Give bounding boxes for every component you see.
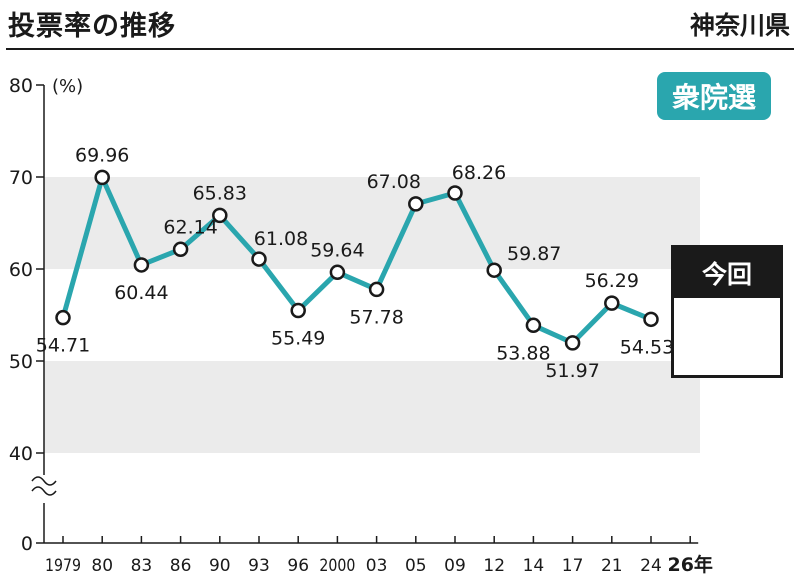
axis-break-mark (31, 476, 57, 496)
data-point (329, 264, 346, 281)
grid-band (44, 177, 700, 269)
series-line (60, 174, 652, 346)
x-tick-label: 12 (483, 556, 505, 576)
data-point (251, 251, 267, 267)
data-point (368, 281, 385, 298)
data-point (133, 257, 150, 273)
data-point (408, 196, 424, 212)
data-label: 68.26 (452, 162, 506, 184)
y-tick-label: 50 (9, 351, 33, 373)
x-tick-label: 14 (523, 556, 545, 576)
x-tick-label: 96 (287, 556, 309, 576)
data-label: 56.29 (585, 270, 639, 292)
grid-band (44, 361, 700, 453)
x-tick-label: 86 (170, 556, 192, 576)
title-divider (6, 48, 794, 50)
x-tick-label: 2000 (319, 556, 355, 576)
data-point (290, 302, 306, 319)
x-tick-label: 17 (562, 556, 584, 576)
y-axis-unit-label: (%) (52, 76, 83, 97)
x-tick-label: 24 (640, 556, 662, 576)
x-tick-label: 83 (131, 556, 153, 576)
current-election-label: 今回 (674, 248, 780, 298)
data-label: 53.88 (496, 342, 550, 364)
x-tick-label: 80 (91, 556, 113, 576)
data-label: 61.08 (254, 228, 308, 250)
x-tick-label: 93 (248, 556, 270, 576)
data-point (525, 317, 542, 334)
x-tick-label: 26年 (667, 553, 712, 576)
data-label: 59.87 (507, 243, 561, 265)
data-point (486, 262, 502, 278)
data-label: 62.14 (163, 216, 217, 238)
data-point (94, 169, 110, 186)
data-point (55, 309, 71, 326)
y-tick-label: 0 (21, 533, 33, 555)
data-point (643, 311, 659, 328)
y-tick-label: 40 (9, 443, 33, 465)
data-label: 54.71 (36, 335, 90, 357)
x-tick-label: 09 (444, 556, 466, 576)
region-label: 神奈川県 (689, 11, 790, 40)
current-election-value-blank (674, 298, 780, 375)
y-tick-label: 80 (9, 75, 33, 97)
data-label: 51.97 (545, 360, 599, 382)
data-label: 55.49 (271, 327, 325, 349)
data-label: 57.78 (349, 306, 403, 328)
data-label: 69.96 (75, 144, 129, 166)
x-tick-label: 1979 (45, 556, 81, 576)
data-label: 59.64 (310, 239, 364, 261)
election-type-badge: 衆院選 (657, 72, 771, 120)
data-point (447, 185, 463, 201)
x-tick-label: 21 (601, 556, 623, 576)
y-tick-label: 60 (9, 259, 33, 281)
x-tick-label: 03 (366, 556, 388, 576)
data-label: 60.44 (114, 282, 168, 304)
current-election-box: 今回 (671, 245, 783, 378)
data-label: 65.83 (193, 182, 247, 204)
x-tick-label: 90 (209, 556, 231, 576)
data-point (564, 335, 581, 351)
data-point (212, 207, 228, 224)
x-tick-label: 05 (405, 556, 427, 576)
data-point (172, 241, 189, 258)
data-label: 67.08 (367, 171, 421, 193)
data-label: 54.53 (620, 336, 674, 358)
data-point (604, 295, 620, 311)
chart-title: 投票率の推移 (8, 11, 176, 42)
y-tick-label: 70 (9, 167, 33, 189)
